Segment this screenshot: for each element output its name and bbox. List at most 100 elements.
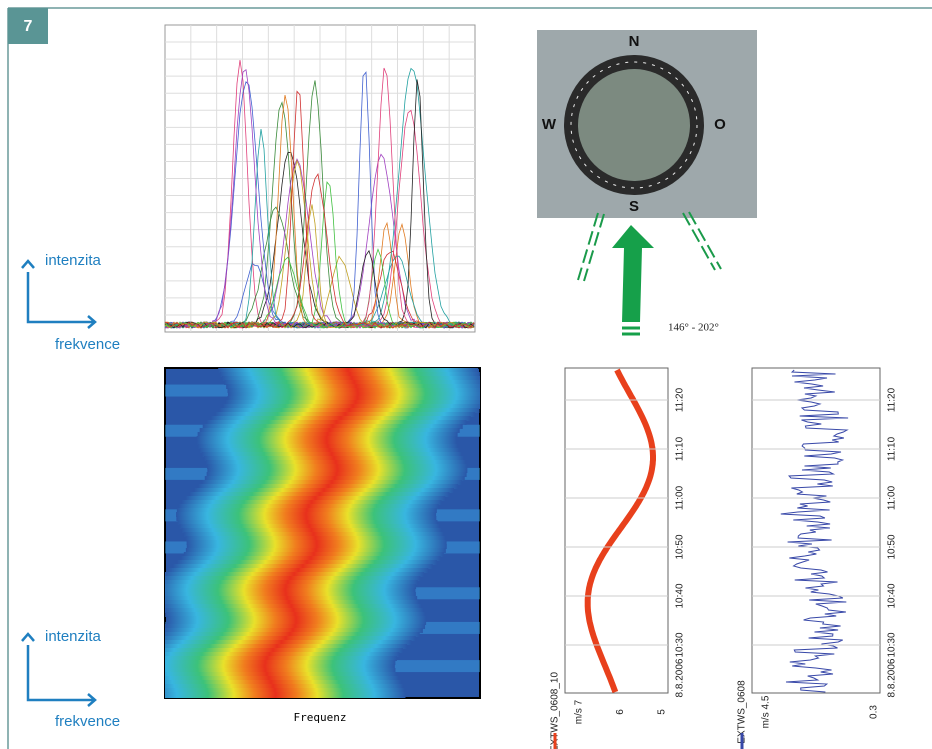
compass-w: W: [542, 116, 557, 133]
band-row: [201, 480, 462, 485]
band-row: [165, 664, 395, 669]
band-row: [181, 500, 442, 505]
wind-line-1: [584, 368, 656, 693]
band-row: [165, 636, 416, 641]
time-tick: 10:50: [887, 534, 898, 559]
hint-x: frekvence: [55, 713, 120, 730]
band-row: [165, 572, 425, 577]
band-row: [165, 648, 404, 653]
band-row: [204, 476, 465, 481]
band-row: [165, 684, 404, 689]
band-row: [227, 388, 480, 393]
band-row: [165, 624, 426, 629]
time-tick: 10:30: [675, 632, 686, 657]
band-row: [177, 560, 438, 565]
band-row: [199, 428, 460, 433]
band-row: [166, 616, 427, 621]
band-row: [219, 408, 480, 413]
band-row: [185, 548, 446, 553]
compass-s: S: [629, 198, 639, 215]
band-row: [206, 420, 467, 425]
hint-y: intenzita: [45, 252, 102, 269]
band-row: [165, 668, 396, 673]
band-row: [165, 640, 412, 645]
band-row: [219, 372, 480, 377]
band-row: [165, 584, 417, 589]
sector-lines: [577, 211, 722, 282]
band-row: [165, 680, 402, 685]
band-row: [203, 456, 464, 461]
band-row: [165, 580, 418, 585]
direction-arrow: [612, 225, 654, 322]
series-name: EXTWS_0608_10: [550, 672, 561, 749]
band-row: [180, 556, 441, 561]
band-row: [194, 488, 455, 493]
band-row: [205, 460, 466, 465]
badge-text: 7: [24, 18, 33, 35]
band-row: [207, 464, 468, 469]
hint-y: intenzita: [45, 628, 102, 645]
compass-o: O: [714, 116, 726, 133]
time-tick: 11:20: [675, 387, 686, 412]
range-label: 146° - 202°: [668, 322, 719, 334]
band-row: [165, 628, 423, 633]
unit-tick: m/s 7: [574, 699, 585, 724]
band-row: [185, 496, 446, 501]
time-tick: 10:40: [675, 583, 686, 608]
compass-image: [578, 69, 690, 181]
band-row: [165, 604, 422, 609]
band-row: [172, 564, 433, 569]
band-row: [165, 600, 420, 605]
band-row: [165, 576, 421, 581]
band-row: [165, 644, 408, 649]
band-row: [168, 568, 429, 573]
band-row: [218, 368, 479, 373]
band-row: [183, 532, 444, 537]
hint-x: frekvence: [55, 336, 120, 353]
band-row: [197, 432, 458, 437]
spectrogram-band: [165, 368, 480, 698]
series-name: EXTWS_0608: [737, 680, 748, 744]
unit-tick: m/s 4.5: [761, 695, 772, 728]
band-row: [186, 540, 447, 545]
band-row: [196, 440, 457, 445]
band-row: [165, 652, 400, 657]
spectrum-line: [164, 173, 475, 329]
unit-tick: 0.3: [869, 705, 880, 719]
band-row: [207, 468, 468, 473]
band-row: [210, 416, 471, 421]
band-row: [178, 504, 439, 509]
time-tick: 10:50: [675, 534, 686, 559]
band-row: [197, 444, 458, 449]
band-row: [225, 400, 480, 405]
band-row: [199, 448, 460, 453]
band-row: [165, 632, 420, 637]
band-row: [165, 692, 406, 697]
date-tick: 8.8.2006: [675, 658, 686, 697]
unit-tick: 6: [615, 709, 626, 715]
time-tick: 11:10: [675, 436, 686, 461]
band-row: [165, 656, 397, 661]
band-row: [165, 672, 397, 677]
band-row: [196, 436, 457, 441]
band-row: [165, 608, 424, 613]
band-row: [165, 588, 416, 593]
band-row: [176, 516, 437, 521]
spectrum-line: [164, 204, 475, 329]
date-tick: 8.8.2006: [887, 658, 898, 697]
band-row: [189, 492, 450, 497]
time-tick: 11:20: [887, 387, 898, 412]
band-row: [227, 396, 480, 401]
band-row: [202, 424, 463, 429]
band-row: [176, 512, 437, 517]
band-row: [185, 536, 446, 541]
compass-n: N: [629, 33, 640, 50]
band-row: [177, 520, 438, 525]
spectrum-line: [164, 256, 475, 329]
band-row: [221, 376, 480, 381]
band-row: [165, 696, 406, 698]
badge: [8, 8, 48, 44]
spectrogram-x-label: Frequenz: [294, 711, 347, 724]
